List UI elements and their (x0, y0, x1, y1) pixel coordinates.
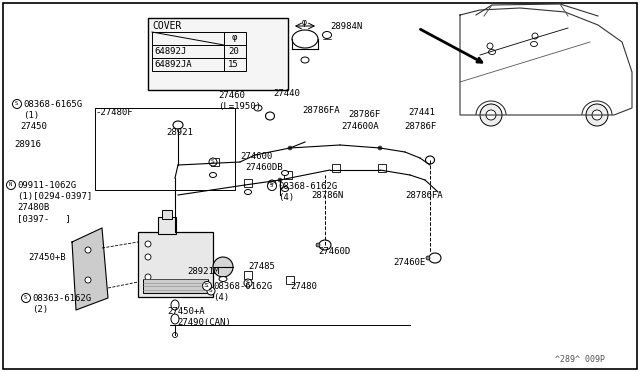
Circle shape (487, 43, 493, 49)
Circle shape (592, 110, 602, 120)
Ellipse shape (282, 170, 289, 176)
Ellipse shape (323, 32, 332, 38)
Circle shape (173, 333, 177, 337)
Text: N: N (8, 182, 12, 187)
Text: 64892JA: 64892JA (154, 60, 191, 69)
Text: S: S (209, 288, 212, 293)
Bar (284, 171, 292, 179)
Ellipse shape (173, 121, 183, 129)
Ellipse shape (429, 253, 441, 263)
Ellipse shape (209, 173, 216, 177)
Bar (211, 158, 219, 166)
Ellipse shape (266, 112, 275, 120)
Text: 27450+A: 27450+A (167, 307, 205, 316)
Ellipse shape (426, 156, 435, 164)
Circle shape (207, 287, 215, 295)
Text: 27490(CAN): 27490(CAN) (177, 318, 231, 327)
Circle shape (316, 243, 320, 247)
Text: S: S (246, 280, 249, 285)
Text: 27450+B: 27450+B (28, 253, 66, 262)
Text: 27480: 27480 (290, 282, 317, 291)
Circle shape (288, 146, 292, 150)
Text: 27440: 27440 (273, 89, 300, 98)
Ellipse shape (282, 186, 289, 192)
Ellipse shape (171, 314, 179, 324)
Circle shape (532, 33, 538, 39)
Bar (332, 164, 340, 172)
Text: 27460E: 27460E (393, 258, 425, 267)
Ellipse shape (531, 42, 538, 46)
Text: 28921: 28921 (166, 128, 193, 137)
Text: 08368-6162G
(4): 08368-6162G (4) (278, 182, 337, 202)
Circle shape (480, 104, 502, 126)
Text: S: S (211, 159, 214, 164)
Text: 274600A: 274600A (341, 122, 379, 131)
Text: φ: φ (302, 18, 307, 27)
Circle shape (202, 282, 211, 291)
Text: -27480F: -27480F (95, 108, 132, 117)
Circle shape (244, 279, 252, 287)
Text: 20: 20 (228, 47, 239, 56)
Text: 09911-1062G
(1)[0294-0397]
27480B
[0397-   ]: 09911-1062G (1)[0294-0397] 27480B [0397-… (17, 181, 92, 223)
Text: 274600: 274600 (240, 152, 272, 161)
Text: ^289^ 009P: ^289^ 009P (555, 355, 605, 364)
Text: COVER: COVER (152, 21, 181, 31)
Bar (244, 271, 252, 279)
Circle shape (85, 277, 91, 283)
Polygon shape (72, 228, 108, 310)
Ellipse shape (301, 57, 309, 63)
Text: 28984N: 28984N (330, 22, 362, 31)
Text: 27460
(L=1950): 27460 (L=1950) (218, 91, 261, 111)
Circle shape (426, 256, 430, 260)
Circle shape (22, 294, 31, 302)
Text: 64892J: 64892J (154, 47, 186, 56)
Circle shape (268, 180, 276, 188)
Ellipse shape (219, 276, 227, 282)
Circle shape (209, 158, 217, 166)
Text: S: S (15, 101, 18, 106)
Circle shape (6, 180, 15, 189)
Circle shape (586, 104, 608, 126)
Bar (378, 164, 386, 172)
Text: 27485: 27485 (248, 262, 275, 271)
Bar (95, 108, 235, 190)
Text: 28921M: 28921M (187, 267, 220, 276)
Text: 27460DB: 27460DB (245, 163, 283, 172)
Circle shape (486, 110, 496, 120)
Bar (162, 210, 172, 219)
Bar (244, 179, 252, 187)
Text: 28786FA: 28786FA (405, 191, 443, 200)
Text: S: S (205, 283, 208, 288)
Text: 27441: 27441 (408, 108, 435, 117)
Bar (143, 279, 208, 293)
Bar (138, 232, 213, 297)
Circle shape (145, 241, 151, 247)
Ellipse shape (292, 30, 318, 48)
Text: 28916: 28916 (14, 140, 41, 149)
Text: 28786N: 28786N (311, 191, 343, 200)
Text: S: S (269, 183, 273, 188)
Text: 28786F: 28786F (404, 122, 436, 131)
Text: 08363-6162G
(2): 08363-6162G (2) (32, 294, 91, 314)
Circle shape (278, 178, 282, 182)
Circle shape (13, 99, 22, 109)
Bar (152, 32, 246, 71)
Circle shape (268, 182, 276, 190)
Text: 08368-6162G
(4): 08368-6162G (4) (213, 282, 272, 302)
Text: 28786FA: 28786FA (302, 106, 340, 115)
Bar (286, 276, 294, 284)
Ellipse shape (488, 49, 495, 55)
Text: 27460D: 27460D (318, 247, 350, 256)
Text: S: S (269, 181, 273, 186)
Text: S: S (24, 295, 27, 300)
Text: φ: φ (232, 33, 237, 42)
Circle shape (85, 247, 91, 253)
Circle shape (145, 254, 151, 260)
Text: 27450: 27450 (20, 122, 47, 131)
Circle shape (145, 274, 151, 280)
Ellipse shape (254, 105, 262, 111)
Text: 28786F: 28786F (348, 110, 380, 119)
Text: 15: 15 (228, 60, 239, 69)
Text: 08368-6165G
(1): 08368-6165G (1) (23, 100, 82, 120)
Circle shape (213, 257, 233, 277)
